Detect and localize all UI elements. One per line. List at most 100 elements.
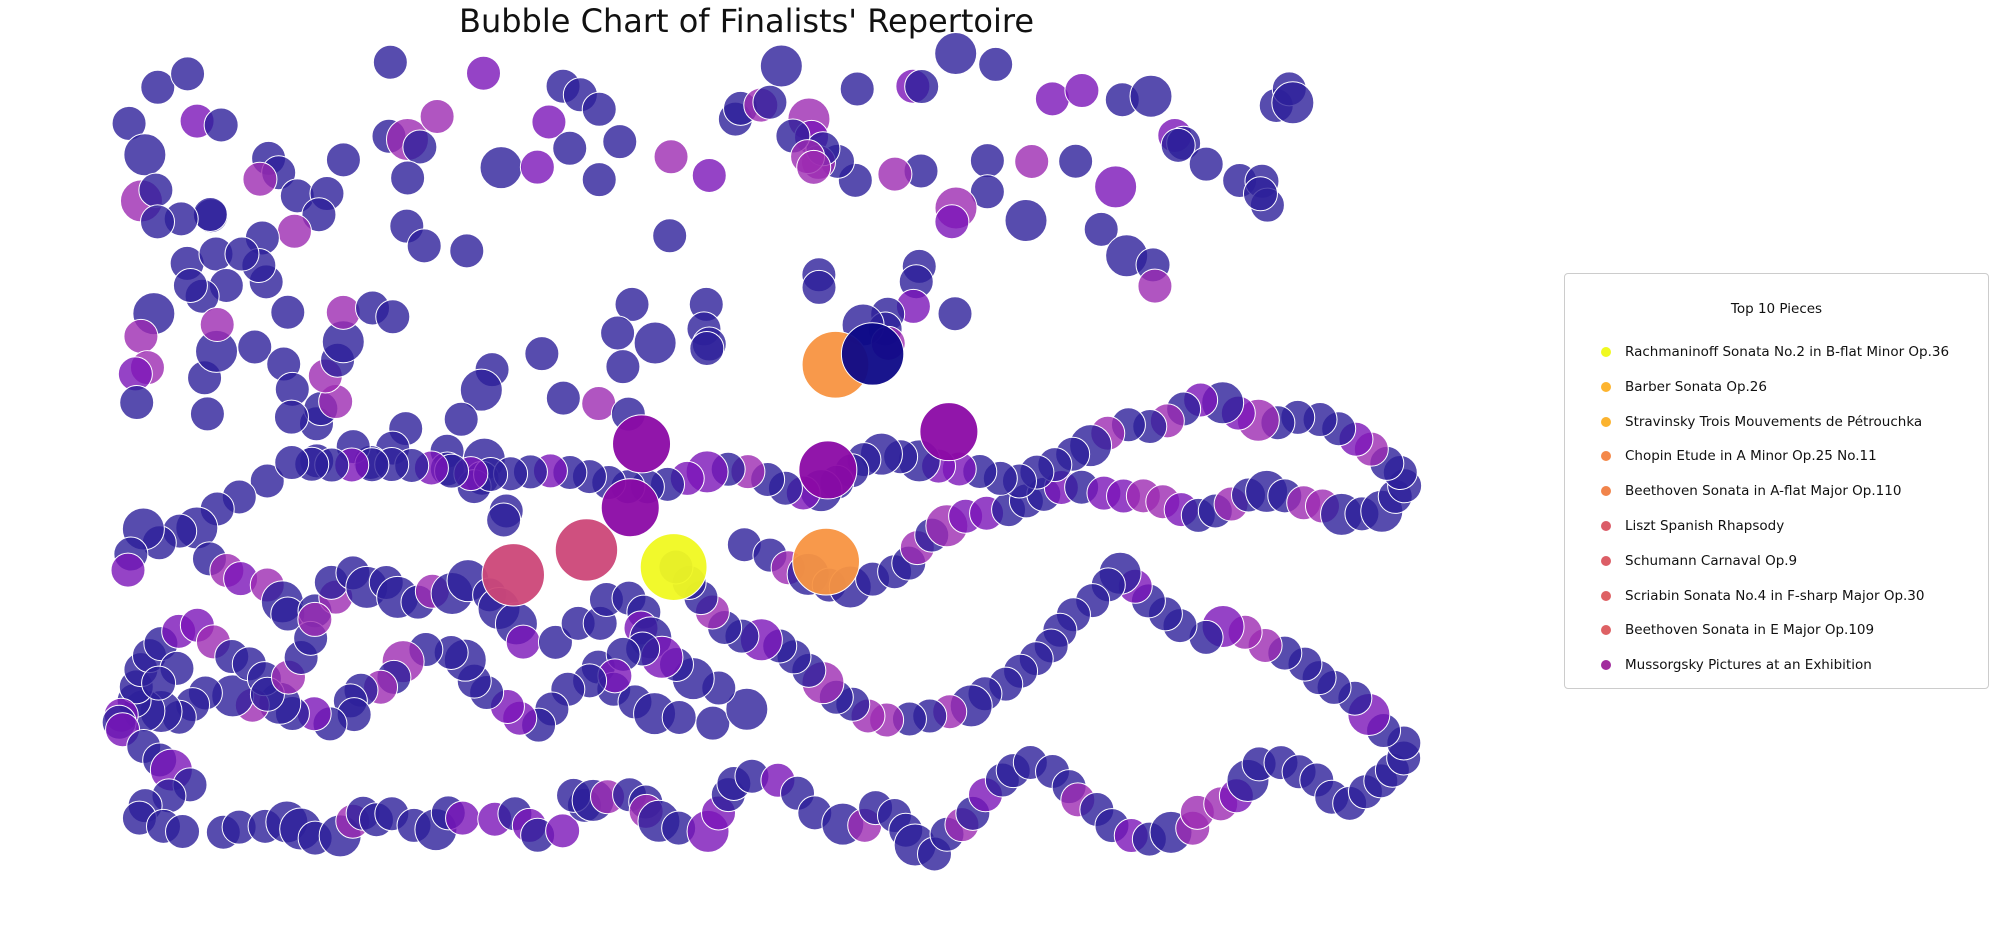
bubble xyxy=(141,665,177,701)
bubble xyxy=(192,196,228,232)
legend-marker xyxy=(1601,451,1611,462)
bubble xyxy=(1058,143,1094,179)
highlight-bubble xyxy=(600,478,660,538)
legend: Top 10 Pieces Rachmaninoff Sonata No.2 i… xyxy=(1564,273,1989,689)
bubble xyxy=(752,84,788,120)
bubble xyxy=(759,44,803,88)
legend-marker xyxy=(1601,416,1611,427)
highlight-bubble xyxy=(639,533,708,601)
legend-item: Scriabin Sonata No.4 in F-sharp Major Op… xyxy=(1601,586,1925,606)
bubble xyxy=(801,269,837,305)
bubble xyxy=(372,44,408,80)
legend-item: Liszt Spanish Rhapsody xyxy=(1601,516,1784,536)
bubble xyxy=(1094,165,1138,209)
legend-marker xyxy=(1601,347,1611,357)
bubble xyxy=(449,233,485,269)
bubble xyxy=(249,463,285,499)
bubble xyxy=(653,139,689,175)
bubble xyxy=(402,129,438,165)
legend-marker xyxy=(1601,660,1611,671)
legend-marker xyxy=(1601,486,1611,497)
bubble xyxy=(325,142,361,178)
legend-item: Chopin Etude in A Minor Op.25 No.11 xyxy=(1601,446,1877,466)
bubble xyxy=(1004,199,1048,243)
bubble xyxy=(934,204,970,240)
bubble xyxy=(443,401,479,437)
legend-marker xyxy=(1601,555,1611,566)
bubble xyxy=(1034,81,1070,117)
bubble xyxy=(242,161,278,197)
bubble xyxy=(1137,268,1173,304)
legend-item: Mussorgsky Pictures at an Exhibition xyxy=(1601,655,1872,675)
bubble xyxy=(1129,74,1173,118)
bubble xyxy=(689,331,725,367)
bubble xyxy=(165,813,201,849)
bubble xyxy=(633,321,677,365)
legend-label: Rachmaninoff Sonata No.2 in B-flat Minor… xyxy=(1625,344,1950,360)
bubble xyxy=(123,133,167,177)
legend-title: Top 10 Pieces xyxy=(1730,301,1823,317)
bubble xyxy=(297,601,333,637)
bubble xyxy=(203,107,239,143)
bubble xyxy=(877,156,913,192)
legend-label: Beethoven Sonata in A-flat Major Op.110 xyxy=(1625,483,1902,500)
bubble xyxy=(110,552,146,588)
bubble xyxy=(459,368,503,412)
legend-marker xyxy=(1601,381,1611,392)
bubble xyxy=(466,55,502,91)
highlight-bubble xyxy=(554,518,619,582)
bubble xyxy=(1014,144,1050,180)
highlight-bubble xyxy=(919,402,979,462)
bubble xyxy=(545,380,581,416)
legend-label: Liszt Spanish Rhapsody xyxy=(1625,518,1785,534)
highlight-bubble xyxy=(612,414,672,474)
bubble xyxy=(390,160,426,196)
legend-item: Beethoven Sonata in E Major Op.109 xyxy=(1601,620,1874,640)
legend-item: Stravinsky Trois Mouvements de Pétrouchk… xyxy=(1601,412,1922,432)
bubble xyxy=(1064,73,1100,109)
legend-marker xyxy=(1601,521,1611,531)
bubble xyxy=(189,396,225,432)
bubble xyxy=(237,329,273,365)
bubble xyxy=(581,91,617,127)
bubble xyxy=(605,349,641,385)
chart-title: Bubble Chart of Finalists' Repertoire xyxy=(458,2,1035,40)
bubble xyxy=(614,286,650,322)
bubble xyxy=(796,149,832,185)
legend-label: Beethoven Sonata in E Major Op.109 xyxy=(1625,622,1875,639)
bubble xyxy=(123,318,159,354)
bubble xyxy=(969,174,1005,210)
legend-item: Rachmaninoff Sonata No.2 in B-flat Minor… xyxy=(1601,342,1949,362)
bubble xyxy=(545,813,581,849)
bubble xyxy=(406,228,442,264)
legend-label: Barber Sonata Op.26 xyxy=(1625,378,1767,395)
bubble xyxy=(602,124,638,160)
highlight-bubble xyxy=(481,543,545,607)
bubble xyxy=(445,800,481,836)
legend-marker xyxy=(1601,590,1611,601)
bubble xyxy=(531,104,567,140)
bubble xyxy=(1188,146,1224,182)
bubble xyxy=(978,46,1014,82)
legend-label: Stravinsky Trois Mouvements de Pétrouchk… xyxy=(1625,413,1923,430)
bubble xyxy=(537,624,573,660)
bubble xyxy=(1242,176,1278,212)
highlight-bubble xyxy=(792,527,860,596)
bubble xyxy=(172,268,208,304)
bubble xyxy=(1160,127,1196,163)
bubble xyxy=(270,294,306,330)
bubble xyxy=(552,130,588,166)
legend-label: Schumann Carnaval Op.9 xyxy=(1625,552,1798,569)
bubble xyxy=(524,336,560,372)
legend-item: Barber Sonata Op.26 xyxy=(1601,377,1767,397)
bubble xyxy=(652,218,688,254)
bubble xyxy=(691,157,727,193)
bubble xyxy=(138,172,174,208)
bubble xyxy=(725,687,769,731)
bubble xyxy=(140,204,176,240)
bubble xyxy=(375,299,411,335)
bubble xyxy=(519,149,555,185)
bubble xyxy=(224,236,260,272)
bubble xyxy=(1083,211,1119,247)
bubble xyxy=(934,32,978,76)
